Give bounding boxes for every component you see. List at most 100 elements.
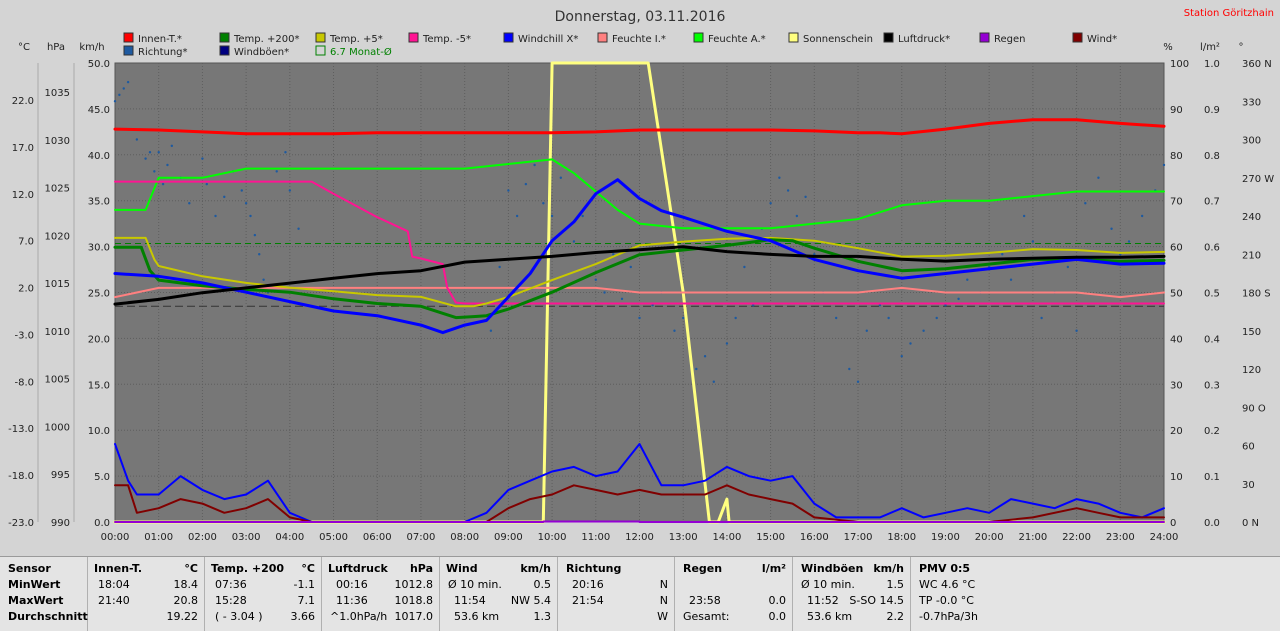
- stats-innen-max-value: 20.8: [173, 594, 199, 607]
- stats-temp200-max-time: 15:28: [215, 594, 247, 607]
- stats-innen-max-time: 21:40: [98, 594, 130, 607]
- axis-tick-wind: 20.0: [88, 334, 110, 345]
- stats-richtung: Richtung 20:16 N 21:54 N W: [558, 557, 675, 631]
- series-line-windb-en: [114, 443, 1165, 523]
- direction-point: [297, 227, 300, 230]
- axis-tick-pressure: 1030: [45, 136, 70, 147]
- axis-tick-time: 04:00: [275, 532, 304, 543]
- axis-tick-direction: 150: [1242, 327, 1261, 338]
- direction-point: [122, 87, 125, 90]
- direction-point: [695, 367, 698, 371]
- direction-point: [594, 278, 597, 281]
- direction-point: [612, 253, 615, 256]
- axis-tick-time: 17:00: [844, 532, 873, 543]
- stats-regen-total-value: 0.0: [768, 610, 787, 623]
- direction-point: [559, 176, 563, 179]
- legend-swatch: [315, 32, 326, 43]
- axis-tick-rain: 0.2: [1204, 426, 1220, 437]
- axis-tick-pressure: 1035: [45, 88, 70, 99]
- axis-tick-temp: 22.0: [12, 96, 34, 107]
- legend-swatch: [123, 45, 134, 56]
- axis-tick-temp: -18.0: [8, 471, 34, 482]
- direction-point: [1110, 227, 1113, 230]
- direction-point: [205, 182, 208, 186]
- stats-windboen-min-value: 1.5: [886, 578, 905, 591]
- stats-windboen-avg-value: 2.2: [886, 610, 905, 623]
- station-name: Station Göritzhain: [1184, 8, 1274, 19]
- direction-point: [144, 157, 147, 160]
- stats-richtung-avg-value: W: [657, 610, 668, 623]
- direction-point: [751, 304, 755, 307]
- direction-point: [935, 316, 938, 320]
- direction-point: [214, 214, 217, 218]
- axis-tick-wind: 30.0: [88, 243, 110, 254]
- direction-point: [201, 157, 204, 160]
- axis-tick-time: 12:00: [625, 532, 654, 543]
- stats-windboen-header: Windböen: [801, 562, 864, 575]
- direction-point: [848, 367, 851, 371]
- axis-tick-pressure: 1015: [45, 279, 70, 290]
- axis-unit-direction: °: [1239, 42, 1244, 53]
- axis-tick-rain: 0.5: [1204, 289, 1220, 300]
- legend-swatch: [503, 32, 514, 43]
- axis-tick-wind: 45.0: [88, 105, 110, 116]
- direction-point: [550, 214, 554, 218]
- axis-tick-direction: 90 O: [1242, 403, 1266, 414]
- axis-tick-direction: 120: [1242, 365, 1261, 376]
- stats-pmv-taupunkt: TP -0.0 °C: [919, 594, 974, 607]
- axis-tick-temp: 7.0: [18, 237, 34, 248]
- direction-point: [161, 182, 165, 186]
- direction-point: [1066, 265, 1070, 269]
- stats-temp200-max-value: 7.1: [297, 594, 316, 607]
- direction-point: [651, 304, 654, 307]
- axis-tick-rain: 0.7: [1204, 197, 1220, 208]
- direction-point: [170, 144, 174, 148]
- legend-label: Sonnenschein: [803, 34, 873, 45]
- stats-temp200-min-time: 07:36: [215, 578, 247, 591]
- legend-label: Feuchte A.*: [708, 34, 766, 45]
- legend-swatch: [979, 32, 990, 43]
- direction-point: [240, 189, 243, 192]
- direction-point: [126, 80, 130, 84]
- axis-tick-direction: 300: [1242, 136, 1261, 147]
- legend-label: Innen-T.*: [138, 34, 182, 45]
- direction-scatter: [113, 80, 1166, 383]
- axis-tick-pressure: 1020: [45, 231, 70, 242]
- axis-tick-time: 11:00: [581, 532, 610, 543]
- legend-label: Feuchte I.*: [612, 34, 666, 45]
- axis-unit-rain: l/m²: [1200, 42, 1220, 53]
- axis-tick-wind: 50.0: [88, 59, 110, 70]
- legend-label: Wind*: [1087, 34, 1117, 45]
- direction-point: [795, 214, 799, 218]
- axis-tick-humidity: 100: [1170, 59, 1189, 70]
- axis-tick-wind: 15.0: [88, 380, 110, 391]
- stats-windboen-max-value: S-SO 14.5: [849, 594, 904, 607]
- series-line-temp-5: [114, 236, 1165, 308]
- direction-point: [673, 329, 676, 332]
- direction-point: [118, 93, 121, 97]
- stats-windboen-distance: 53.6 km: [807, 610, 853, 623]
- stats-temp200-avg-value: 3.66: [290, 610, 316, 623]
- weather-chart: Donnerstag, 03.11.2016 Station Göritzhai…: [8, 8, 1275, 543]
- stats-maxwert-label: MaxWert: [8, 594, 64, 607]
- direction-point: [769, 202, 772, 205]
- stats-innen: Innen-T. °C 18:04 18.4 21:40 20.8 19.22: [88, 557, 205, 631]
- stats-temp200-avg-note: ( - 3.04 ): [215, 610, 263, 623]
- axis-tick-direction: 330: [1242, 97, 1261, 108]
- legend-label: Richtung*: [138, 47, 188, 58]
- axis-tick-rain: 1.0: [1204, 59, 1220, 70]
- axis-tick-time: 08:00: [450, 532, 479, 543]
- stats-innen-min-value: 18.4: [173, 578, 199, 591]
- stats-luftdruck-min-value: 1012.8: [394, 578, 434, 591]
- legend-label: Temp. -5*: [422, 34, 471, 45]
- direction-point: [944, 304, 947, 307]
- direction-point: [865, 329, 868, 332]
- stats-wind-min-value: 0.5: [533, 578, 552, 591]
- axis-tick-humidity: 50: [1170, 289, 1183, 300]
- direction-point: [515, 214, 519, 218]
- axis-tick-time: 05:00: [319, 532, 348, 543]
- axis-tick-time: 16:00: [800, 532, 829, 543]
- stats-regen: Regen l/m² 23:58 0.0 Gesamt: 0.0: [675, 557, 793, 631]
- axis-tick-time: 14:00: [713, 532, 742, 543]
- axis-tick-humidity: 60: [1170, 243, 1183, 254]
